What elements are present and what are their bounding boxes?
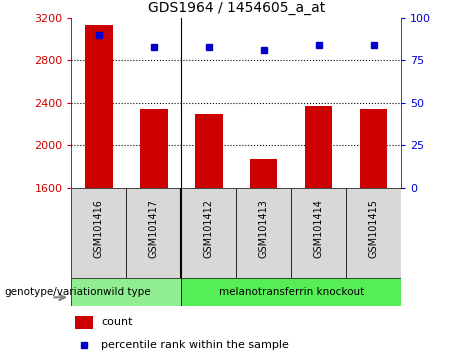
Bar <box>140 109 168 188</box>
Bar <box>346 188 401 278</box>
Text: GSM101414: GSM101414 <box>313 199 324 258</box>
Text: GSM101415: GSM101415 <box>369 199 378 258</box>
Title: GDS1964 / 1454605_a_at: GDS1964 / 1454605_a_at <box>148 1 325 15</box>
Bar <box>75 316 93 329</box>
Text: percentile rank within the sample: percentile rank within the sample <box>101 340 289 350</box>
Text: genotype/variation: genotype/variation <box>5 287 104 297</box>
Bar <box>236 188 291 278</box>
Bar <box>71 278 181 306</box>
Bar <box>181 278 401 306</box>
Text: GSM101413: GSM101413 <box>259 199 269 258</box>
Bar <box>305 106 332 188</box>
Bar <box>85 25 112 188</box>
Bar <box>360 109 387 188</box>
Text: GSM101416: GSM101416 <box>94 199 104 258</box>
Text: melanotransferrin knockout: melanotransferrin knockout <box>219 287 364 297</box>
Text: GSM101417: GSM101417 <box>149 199 159 258</box>
Bar <box>250 159 278 188</box>
Text: wild type: wild type <box>103 287 150 297</box>
Bar <box>71 188 126 278</box>
Text: GSM101412: GSM101412 <box>204 199 214 258</box>
Bar <box>126 188 181 278</box>
Bar <box>195 114 223 188</box>
Text: count: count <box>101 317 133 327</box>
Bar <box>181 188 236 278</box>
Bar <box>291 188 346 278</box>
